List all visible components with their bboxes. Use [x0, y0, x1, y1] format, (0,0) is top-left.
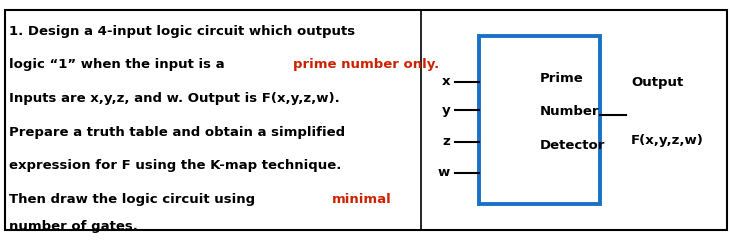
Text: number of gates.: number of gates. [9, 220, 138, 233]
Text: Prime: Prime [540, 72, 583, 85]
Text: x: x [441, 75, 450, 88]
Text: w: w [438, 166, 450, 179]
Bar [479, 36, 600, 204]
Text: Inputs are x,y,z, and w. Output is F(x,y,z,w).: Inputs are x,y,z, and w. Output is F(x,y… [9, 92, 340, 105]
Text: Then draw the logic circuit using: Then draw the logic circuit using [9, 193, 260, 206]
Text: Output: Output [631, 76, 683, 90]
Text: minimal: minimal [332, 193, 392, 206]
Text: Number: Number [540, 105, 600, 118]
Text: logic “1” when the input is a: logic “1” when the input is a [9, 58, 229, 72]
Text: Detector: Detector [540, 139, 605, 152]
Text: prime number only.: prime number only. [293, 58, 439, 72]
Text: Prepare a truth table and obtain a simplified: Prepare a truth table and obtain a simpl… [9, 126, 345, 138]
Text: y: y [441, 104, 450, 117]
Text: expression for F using the K-map technique.: expression for F using the K-map techniq… [9, 159, 341, 172]
Text: 1. Design a 4-input logic circuit which outputs: 1. Design a 4-input logic circuit which … [9, 25, 355, 38]
Text: z: z [442, 135, 450, 148]
Text: F(x,y,z,w): F(x,y,z,w) [631, 134, 704, 147]
